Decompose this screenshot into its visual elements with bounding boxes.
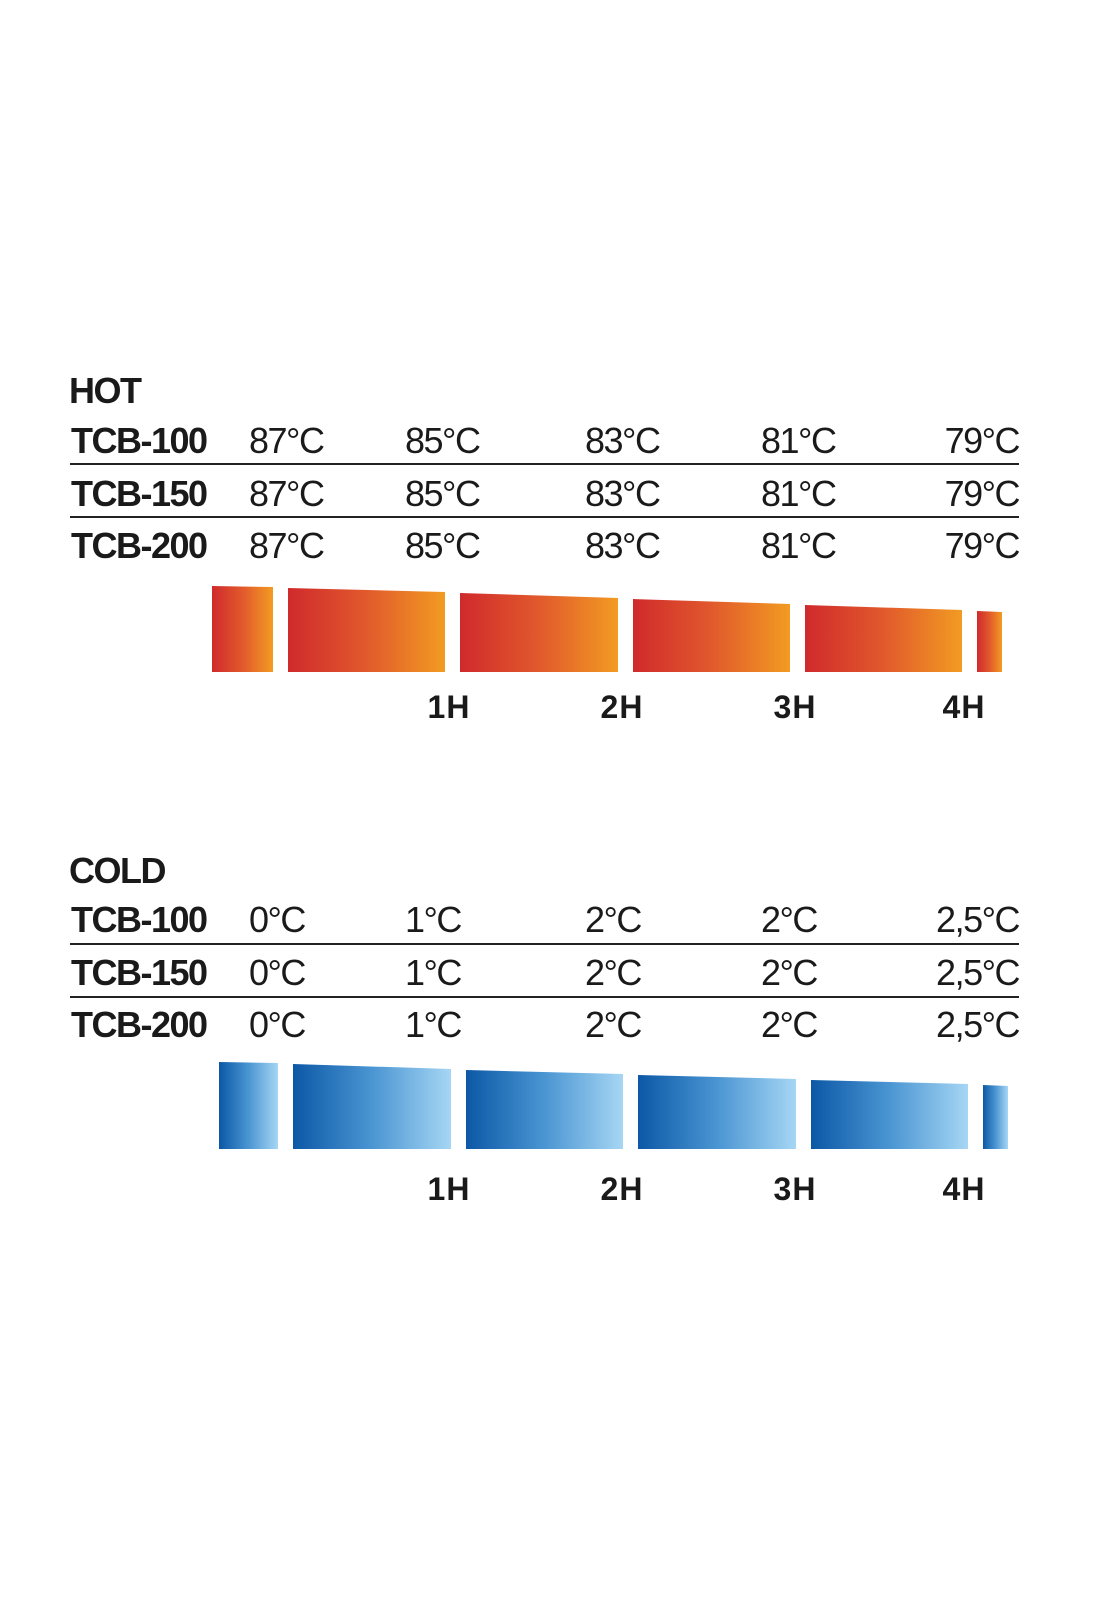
hour-label: 3H	[774, 689, 817, 725]
temperature: 85°C	[405, 525, 480, 566]
bar-segment	[633, 599, 790, 672]
temperature: 81°C	[761, 525, 836, 566]
bar-segment	[212, 586, 273, 672]
temperature: 1°C	[405, 952, 461, 993]
bar-segment	[977, 611, 1002, 672]
temperature: 83°C	[585, 473, 660, 514]
temperature: 87°C	[249, 473, 324, 514]
hour-label: 3H	[774, 1171, 817, 1207]
temperature: 81°C	[761, 473, 836, 514]
bar-segment	[811, 1080, 968, 1149]
cold-bar	[219, 1062, 1008, 1149]
temperature: 2°C	[761, 899, 817, 940]
temperature: 85°C	[405, 473, 480, 514]
hour-label: 2H	[601, 689, 644, 725]
temperature: 2°C	[585, 952, 641, 993]
temperature: 1°C	[405, 1004, 461, 1045]
temperature: 83°C	[585, 420, 660, 461]
model-label: TCB-100	[71, 899, 207, 940]
bar-segment	[293, 1064, 451, 1149]
hot-bar	[212, 586, 1002, 672]
bar-segment	[638, 1075, 796, 1149]
bar-segment	[288, 588, 445, 672]
hour-label: 4H	[943, 689, 986, 725]
temperature: 87°C	[249, 525, 324, 566]
bar-segment	[466, 1070, 623, 1149]
bar-segment	[983, 1085, 1008, 1149]
temperature: 83°C	[585, 525, 660, 566]
hour-label: 1H	[428, 689, 471, 725]
section-title: COLD	[69, 850, 165, 891]
temperature: 2°C	[761, 952, 817, 993]
model-label: TCB-150	[71, 473, 207, 514]
temperature: 79°C	[945, 525, 1020, 566]
temperature: 2°C	[585, 1004, 641, 1045]
section-title: HOT	[69, 370, 142, 411]
bar-segment	[219, 1062, 278, 1149]
temperature: 2°C	[585, 899, 641, 940]
temperature: 2,5°C	[936, 899, 1019, 940]
temperature: 2°C	[761, 1004, 817, 1045]
temperature: 87°C	[249, 420, 324, 461]
temperature: 2,5°C	[936, 952, 1019, 993]
temperature: 0°C	[249, 1004, 305, 1045]
temperature: 79°C	[945, 473, 1020, 514]
temperature: 81°C	[761, 420, 836, 461]
temperature: 1°C	[405, 899, 461, 940]
hour-label: 1H	[428, 1171, 471, 1207]
temperature: 2,5°C	[936, 1004, 1019, 1045]
temperature: 0°C	[249, 952, 305, 993]
model-label: TCB-200	[71, 525, 207, 566]
bar-segment	[460, 593, 618, 672]
temperature: 79°C	[945, 420, 1020, 461]
bar-segment	[805, 605, 962, 672]
model-label: TCB-200	[71, 1004, 207, 1045]
temperature: 0°C	[249, 899, 305, 940]
hour-label: 2H	[601, 1171, 644, 1207]
model-label: TCB-150	[71, 952, 207, 993]
temperature: 85°C	[405, 420, 480, 461]
hour-label: 4H	[943, 1171, 986, 1207]
model-label: TCB-100	[71, 420, 207, 461]
